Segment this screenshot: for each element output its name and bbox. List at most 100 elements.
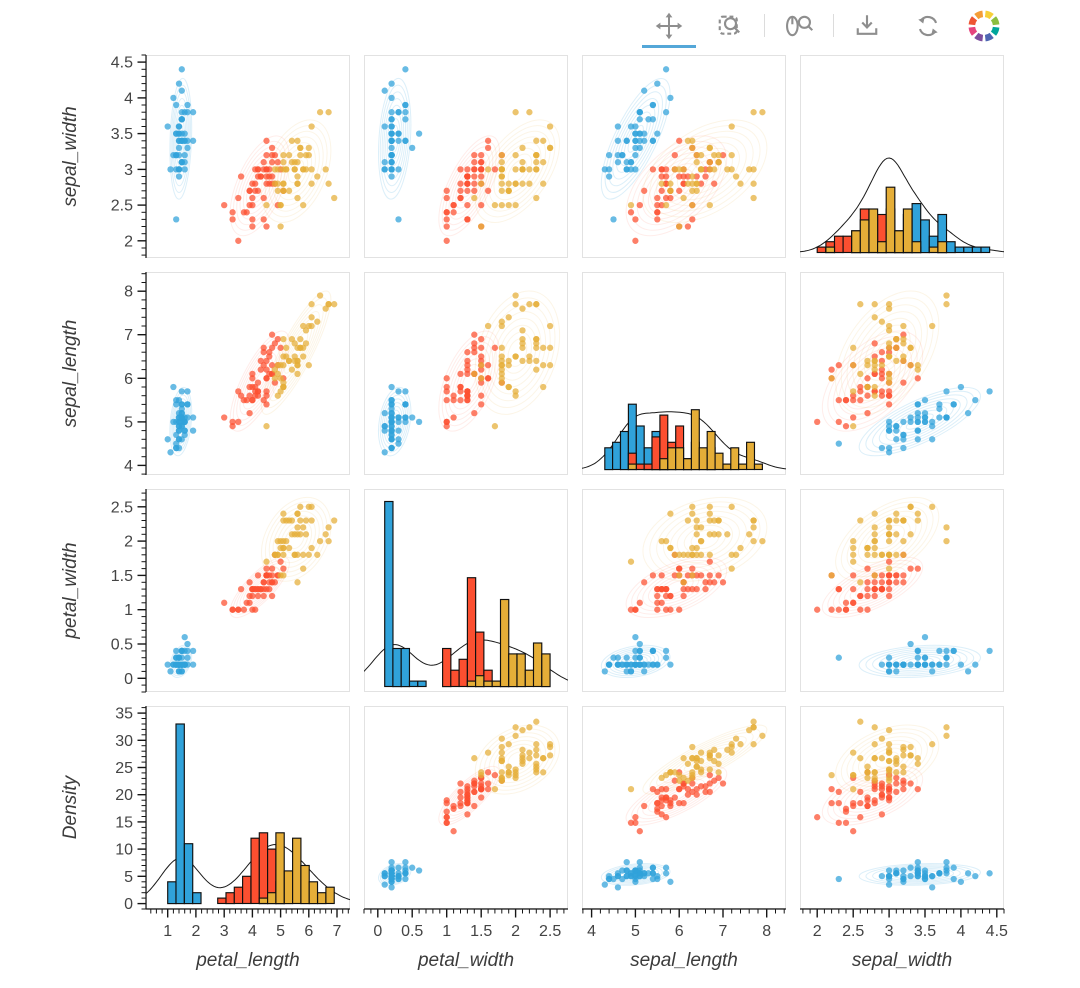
y-tick-label: 0.5 [111, 637, 133, 654]
points-versicolor [443, 769, 505, 835]
bokeh-logo-segment [990, 26, 1000, 36]
scatter-petal_width-vs-petal_length [164, 496, 338, 678]
y-tick-label: 3 [124, 162, 133, 179]
kde-contours-virginica [835, 290, 940, 415]
x-axis-title-sepal_length: sepal_length [630, 950, 738, 971]
bokeh-logo-segment [984, 10, 994, 20]
x-tick-label: 6 [675, 923, 684, 940]
box-zoom-icon [718, 15, 741, 35]
y-tick-label: 0 [124, 896, 133, 913]
x-tick-label: 5 [631, 923, 640, 940]
y-axis-title-petal_width: petal_width [60, 542, 81, 639]
wheel-zoom-icon [786, 15, 814, 37]
x-tick-label: 0 [373, 923, 382, 940]
reset-tool-button[interactable] [908, 11, 948, 48]
scatter-sepal_width-vs-petal_length [164, 66, 338, 244]
y-tick-label: 3.5 [111, 126, 133, 143]
y-tick-label: 1 [124, 602, 133, 619]
y-tick-label: 25 [115, 760, 133, 777]
histogram-petal_width [364, 500, 568, 688]
x-axis-title-sepal_width: sepal_width [852, 950, 952, 971]
hist-bars-setosa [384, 500, 427, 688]
histogram-sepal_width [800, 157, 1004, 254]
points-setosa [601, 633, 674, 675]
x-tick-label: 4 [587, 923, 596, 940]
x-tick-label: 4 [956, 923, 965, 940]
scatter-petal_length-vs-sepal_length [600, 718, 768, 891]
points-versicolor [814, 551, 921, 613]
points-setosa [601, 66, 674, 223]
scatter-sepal_width-vs-petal_width [378, 66, 561, 244]
bokeh-logo-icon [968, 10, 1000, 42]
points-setosa [381, 383, 423, 456]
y-tick-label: 4 [124, 90, 133, 107]
points-setosa [164, 383, 197, 456]
x-axis-petal_length: 1 2 3 4 5 6 7 petal_length [146, 908, 350, 971]
y-tick-label: 35 [115, 706, 133, 723]
save-tool-button[interactable] [846, 11, 888, 48]
scatter-panel-sepal_length-vs-sepal_width[interactable] [800, 272, 1004, 475]
x-tick-label: 2 [191, 923, 200, 940]
points-versicolor [221, 137, 287, 244]
x-axis-sepal_width: 2 2.5 3 3.5 4 4.5 sepal_width [800, 908, 1008, 971]
points-virginica [263, 292, 338, 430]
scatter-sepal_length-vs-petal_width [377, 290, 561, 457]
points-virginica [471, 109, 554, 230]
points-setosa [601, 858, 674, 891]
points-setosa [835, 383, 993, 456]
points-versicolor [443, 137, 505, 244]
reset-icon [918, 15, 938, 37]
histogram-sepal_length [582, 403, 786, 471]
x-tick-label: 8 [762, 923, 771, 940]
y-axis-sepal_width: 2 2.5 3 3.5 4 4.5 sepal_width [60, 54, 147, 258]
x-tick-label: 4.5 [986, 923, 1008, 940]
pan-tool-button[interactable] [642, 11, 696, 48]
points-virginica [263, 109, 338, 230]
hist-bars-virginica [466, 598, 551, 688]
scatter-sepal_length-vs-sepal_width [814, 290, 993, 457]
points-setosa [381, 66, 423, 223]
x-tick-label: 2.5 [539, 923, 561, 940]
scatter-panel-sepal_length-vs-petal_length[interactable] [146, 272, 350, 475]
hist-bars-virginica [825, 186, 948, 254]
bokeh-logo-segment [968, 16, 978, 26]
y-tick-label: 6 [124, 371, 133, 388]
y-tick-label: 0 [124, 671, 133, 688]
points-virginica [828, 292, 950, 430]
x-tick-label: 4 [248, 923, 257, 940]
x-tick-label: 3 [220, 923, 229, 940]
x-tick-label: 6 [304, 923, 313, 940]
y-tick-label: 4 [124, 458, 133, 475]
y-axis-title-sepal_length: sepal_length [60, 320, 81, 428]
bokeh-logo[interactable] [966, 8, 1002, 49]
save-icon [856, 15, 878, 35]
scatter-sepal_width-vs-sepal_length [600, 66, 768, 244]
hist-bars-setosa [167, 723, 202, 905]
hist-bars-virginica [258, 832, 335, 905]
x-axis-title-petal_width: petal_width [417, 950, 514, 971]
y-tick-label: 10 [115, 842, 133, 859]
y-tick-label: 30 [115, 733, 133, 750]
points-setosa [164, 66, 197, 223]
bokeh-toolbar [642, 8, 1002, 49]
x-tick-label: 3.5 [914, 923, 936, 940]
points-versicolor [221, 551, 287, 613]
y-tick-label: 2.5 [111, 499, 133, 516]
y-axis-title-sepal_width: sepal_width [60, 106, 81, 206]
scatter-petal_length-vs-petal_width [378, 718, 561, 891]
y-tick-label: 5 [124, 869, 133, 886]
y-tick-label: 2.5 [111, 198, 133, 215]
points-virginica [627, 718, 766, 793]
points-virginica [263, 503, 338, 586]
y-tick-label: 15 [115, 814, 133, 831]
y-tick-label: 7 [124, 327, 133, 344]
scatter-sepal_length-vs-petal_length [164, 290, 338, 457]
x-tick-label: 2 [813, 923, 822, 940]
histogram-panel-sepal_width-vs-sepal_width[interactable] [800, 55, 1004, 258]
bokeh-logo-segment [990, 16, 1000, 26]
box-zoom-tool-button[interactable] [710, 11, 752, 48]
wheel-zoom-tool-button[interactable] [777, 11, 821, 48]
scatter-panel-sepal_width-vs-sepal_length[interactable] [582, 55, 786, 258]
bokeh-logo-segment [968, 26, 978, 36]
